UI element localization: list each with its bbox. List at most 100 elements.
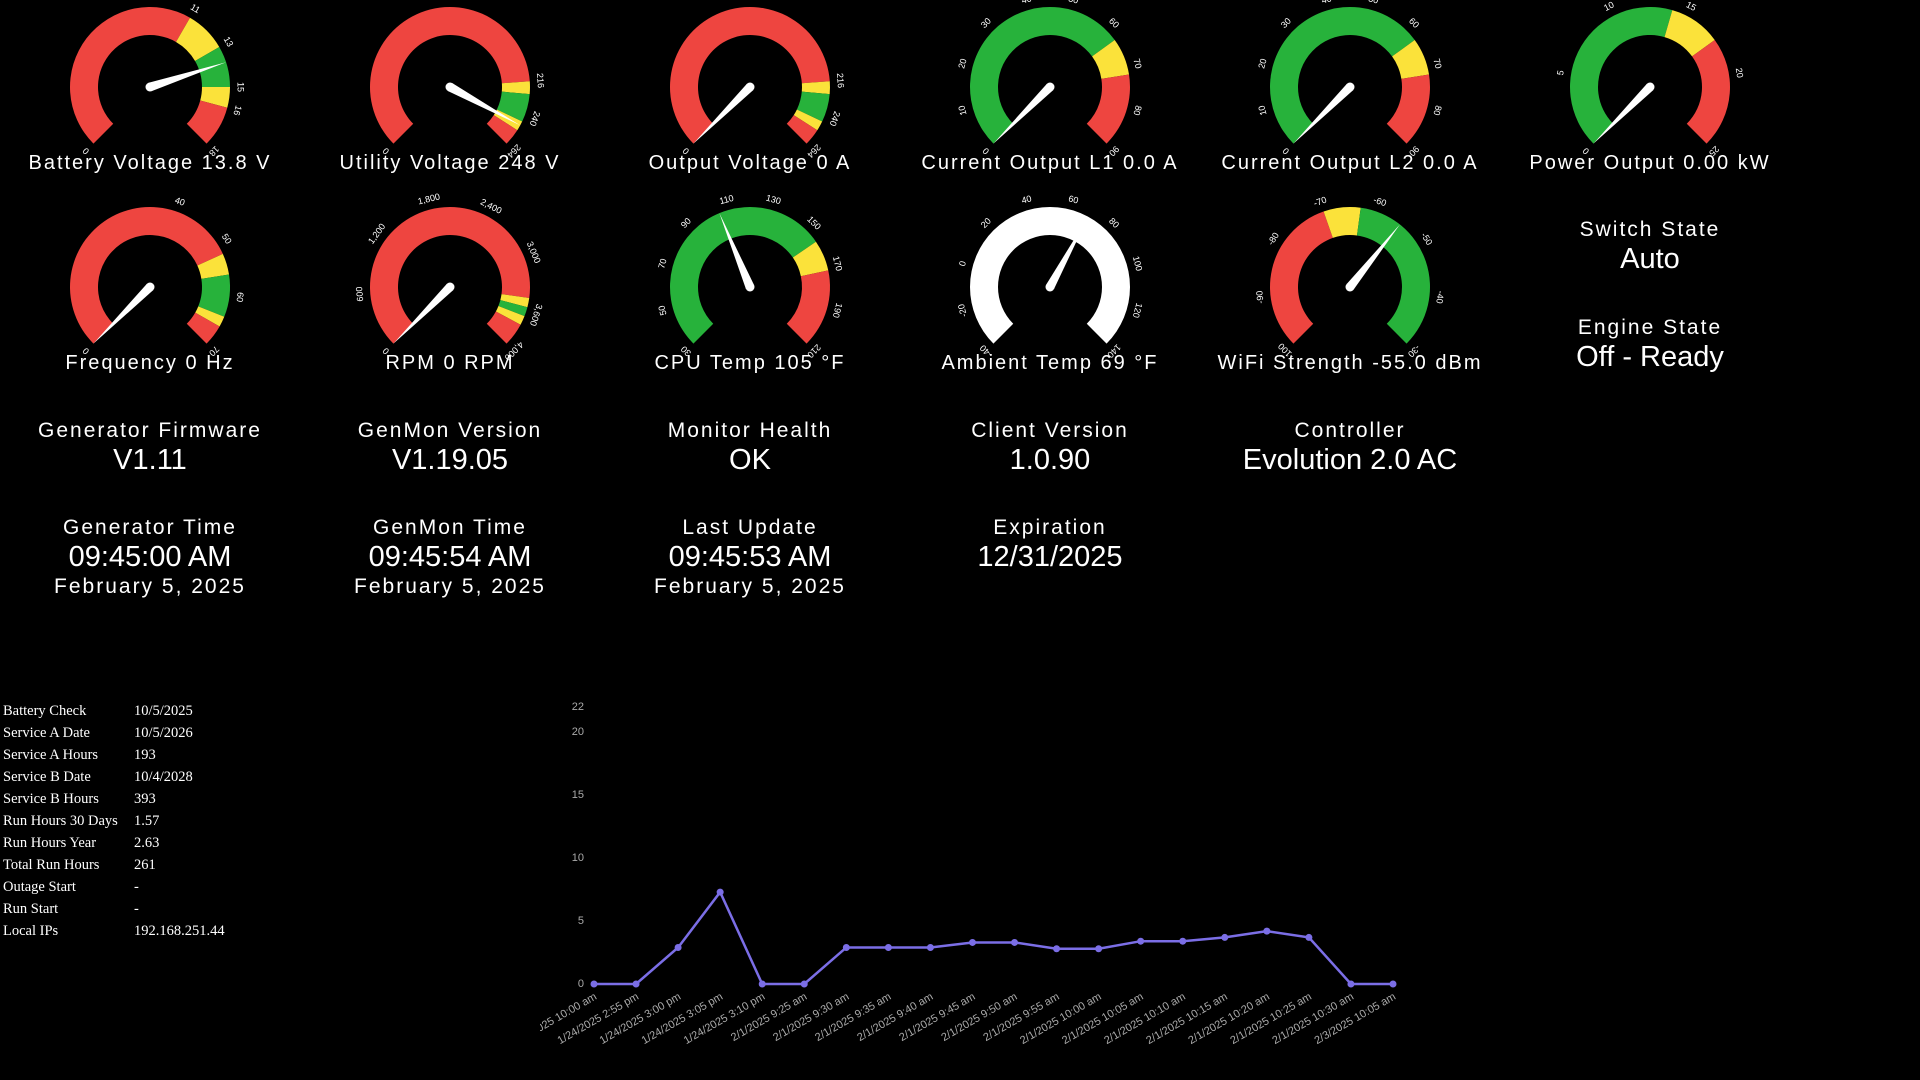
data-point[interactable] <box>1053 945 1061 953</box>
stats-key: Service A Date <box>3 724 90 741</box>
data-point[interactable] <box>590 980 598 988</box>
gauge-tick-label: -20 <box>956 303 969 318</box>
gauge-band <box>370 206 530 344</box>
monitor-health-value: OK <box>729 444 771 476</box>
gauge-tick-label: -70 <box>1312 195 1328 209</box>
gauge-band <box>786 115 818 144</box>
gauge-needle <box>1293 83 1354 144</box>
gauge-band <box>1086 74 1130 144</box>
gauge-tick-label: -50 <box>1419 231 1434 247</box>
gauge-band <box>70 7 190 144</box>
data-point[interactable] <box>716 888 724 896</box>
switch-state-tile: Switch State Auto <box>1500 218 1800 276</box>
x-tick-label: 2/1/2025 9:35 am <box>813 991 893 1044</box>
stats-key: Outage Start <box>3 878 76 895</box>
data-point[interactable] <box>968 938 976 946</box>
gauge-hub <box>1045 282 1055 292</box>
x-tick-label: 2/3/2025 10:05 am <box>1312 991 1397 1047</box>
gauge-hub <box>1345 82 1355 92</box>
last-update-date: February 5, 2025 <box>654 575 846 598</box>
genmon-version-title: GenMon Version <box>357 419 543 442</box>
data-point[interactable] <box>1011 938 1019 946</box>
generator-firmware-value: V1.11 <box>113 444 187 476</box>
gauge-tick-label: 190 <box>831 302 845 319</box>
gauge-tick-label: 216 <box>535 73 546 89</box>
gauge-band <box>1570 7 1673 144</box>
data-point[interactable] <box>632 980 640 988</box>
gauge-hub <box>1345 282 1355 292</box>
data-point[interactable] <box>758 980 766 988</box>
gauge-tick-label: 16 <box>231 104 243 116</box>
data-point[interactable] <box>1305 933 1313 941</box>
data-point[interactable] <box>926 943 934 951</box>
gauge-hub <box>745 282 755 292</box>
gauge-label: Current Output L1 0.0 A <box>921 152 1179 174</box>
switch-state-title: Switch State <box>1579 218 1721 241</box>
stats-key: Run Start <box>3 900 59 917</box>
stats-row: Service B Date 10/4/2028 <box>3 766 228 788</box>
gauge-label: Power Output 0.00 kW <box>1529 152 1771 174</box>
gauge-tile: -40 -20 0 20 40 60 80 100 120 140 Ambient Temp 69 … <box>900 193 1200 385</box>
gauge-tile: 30 50 70 90 110 130 150 170 190 210 CPU Temp 105 °… <box>600 193 900 385</box>
data-point[interactable] <box>800 980 808 988</box>
gauge-tick-label: 0 <box>381 346 392 357</box>
expiration-tile: Expiration 12/31/2025 <box>900 516 1200 574</box>
gauge-band <box>486 115 518 144</box>
controller-tile: Controller Evolution 2.0 AC <box>1200 419 1500 477</box>
gauge-band <box>500 294 530 308</box>
generator-time-value: 09:45:00 AM <box>68 541 232 573</box>
data-point[interactable] <box>1263 927 1271 935</box>
data-point[interactable] <box>842 943 850 951</box>
stats-key: Local IPs <box>3 922 59 939</box>
y-tick-label: 5 <box>578 915 584 927</box>
data-point[interactable] <box>1137 937 1145 945</box>
gauge-band <box>670 7 830 144</box>
gauge-tick-label: 80 <box>1107 216 1121 230</box>
stats-row: Run Hours 30 Days 1.57 <box>3 810 228 832</box>
y-tick-label: 20 <box>572 726 584 738</box>
gauge-tick-label: 20 <box>979 216 993 230</box>
gauge-tick-label: 50 <box>1367 0 1379 6</box>
genmon-version-tile: GenMon Version V1.19.05 <box>300 419 600 477</box>
gauge-band <box>501 81 530 95</box>
gauge-tick-label: 0 <box>381 146 392 157</box>
gauge-band <box>1664 10 1715 57</box>
gauge-tick-label: 3,600 <box>528 303 544 328</box>
data-point[interactable] <box>674 943 682 951</box>
gauge-band <box>198 274 230 317</box>
gauge-tile: 0 11 13 15 16 18 Battery Voltage 13.8 V <box>0 0 300 185</box>
monitor-health-tile: Monitor Health OK <box>600 419 900 477</box>
stats-row: Service A Date 10/5/2026 <box>3 722 228 744</box>
data-point[interactable] <box>1347 980 1355 988</box>
gauge-tick-label: 100 <box>1131 255 1145 272</box>
gauge-label: CPU Temp 105 °F <box>654 352 846 374</box>
stats-value: 192.168.251.44 <box>134 922 225 939</box>
data-point[interactable] <box>1179 937 1187 945</box>
gauge-band <box>1386 74 1430 144</box>
data-point[interactable] <box>1095 945 1103 953</box>
data-point[interactable] <box>884 943 892 951</box>
gauge-band <box>486 311 521 344</box>
gauge-band <box>796 91 830 122</box>
gauge-tick-label: 60 <box>1407 16 1421 30</box>
gauge-band <box>1270 6 1415 144</box>
stats-row: Run Start - <box>3 898 228 920</box>
gauge-tick-label: 10 <box>1256 104 1268 116</box>
gauge-tick-label: 60 <box>1067 193 1079 205</box>
gauge-tick-label: 15 <box>236 82 246 92</box>
gauge-needle <box>993 83 1054 144</box>
gauge-band <box>197 253 230 279</box>
expiration-value: 12/31/2025 <box>977 541 1123 573</box>
data-point[interactable] <box>1221 933 1229 941</box>
switch-state-value: Auto <box>1620 243 1680 275</box>
gauge-tick-label: 90 <box>679 216 693 230</box>
gauge-needle <box>393 283 454 344</box>
gauge-tick-label: 2,400 <box>479 197 504 216</box>
data-point[interactable] <box>1389 980 1397 988</box>
stats-key: Battery Check <box>3 702 87 719</box>
gauge-label: Current Output L2 0.0 A <box>1221 152 1479 174</box>
engine-state-title: Engine State <box>1577 316 1723 339</box>
